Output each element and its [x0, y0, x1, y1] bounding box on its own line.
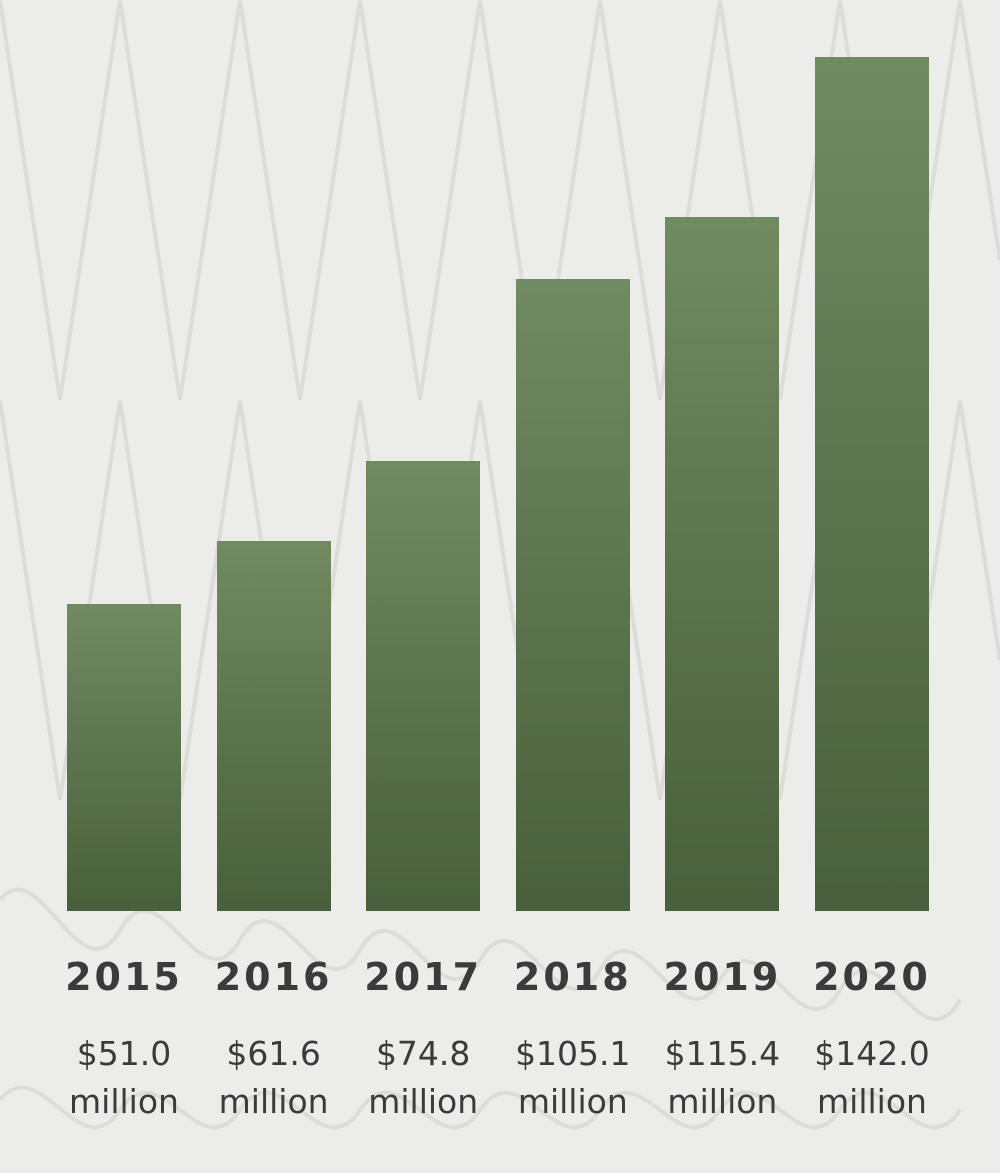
bar [515, 278, 630, 911]
bar [216, 540, 331, 911]
year-label: 2019 [663, 955, 782, 999]
value-label: $142.0 million [814, 1034, 930, 1121]
year-label: 2018 [513, 955, 632, 999]
value-label: $115.4 million [664, 1034, 781, 1121]
bar [67, 604, 181, 911]
bar [366, 461, 481, 911]
value-label: $61.6 million [218, 1034, 329, 1121]
year-label: 2017 [364, 955, 483, 999]
year-label: 2020 [813, 955, 931, 999]
value-label: $105.1 million [515, 1034, 631, 1121]
year-label: 2015 [65, 955, 183, 999]
year-label: 2016 [214, 955, 333, 999]
bar [815, 57, 929, 911]
bar [665, 216, 780, 911]
value-label: $74.8 million [368, 1034, 479, 1121]
value-label: $51.0 million [69, 1034, 179, 1121]
